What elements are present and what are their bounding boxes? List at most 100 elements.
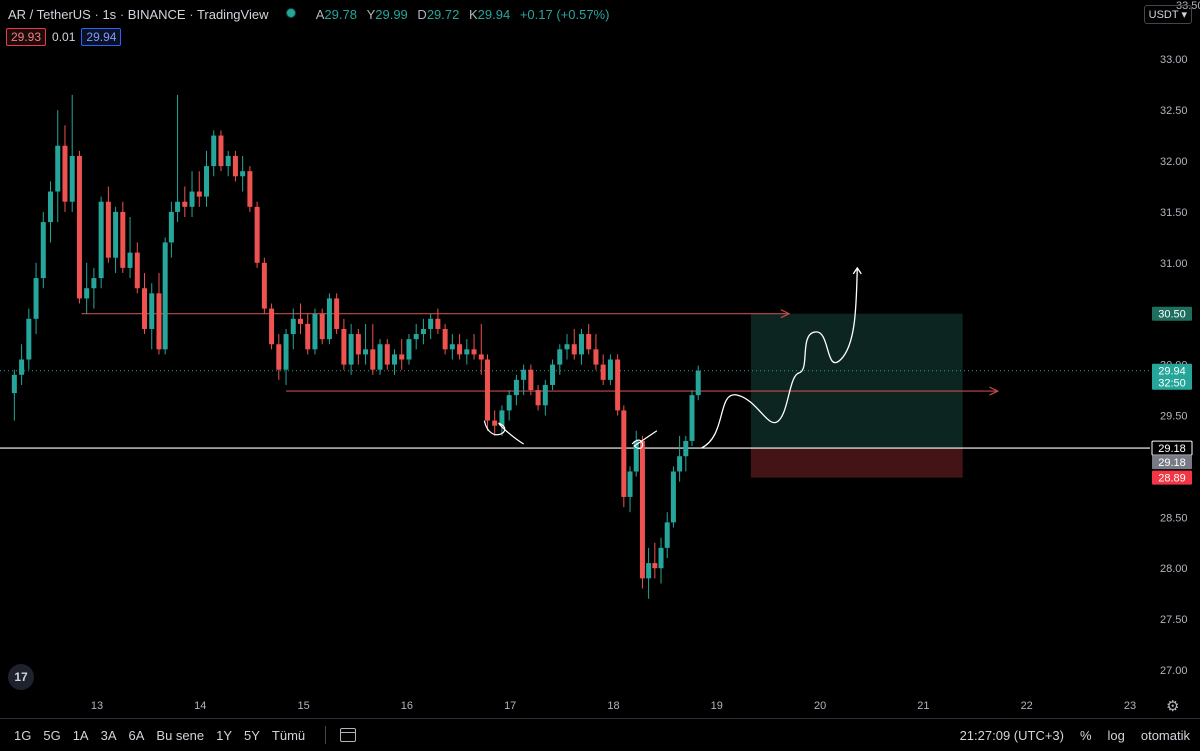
range-5g[interactable]: 5G [43,727,61,743]
range-1y[interactable]: 1Y [216,727,233,743]
time-tick-label: 16 [401,700,413,712]
range-3a[interactable]: 3A [100,727,117,743]
percent-toggle[interactable]: % [1079,727,1092,743]
bid-price[interactable]: 29.93 [6,28,47,46]
candle-body [218,135,224,167]
target-price-tag: 30.50 [1158,309,1186,321]
candle-body [84,288,90,299]
candle-body [105,201,111,258]
price-chart[interactable]: 33.0032.5032.0031.5031.0030.5030.0029.50… [0,0,1200,718]
countdown-tag-bg [1152,375,1192,390]
candle-body [11,374,17,394]
price-tick-label: 28.00 [1160,563,1188,575]
candle-body [182,201,188,207]
currency-selector[interactable]: USDT ▾ [1143,5,1192,24]
candle-body [571,344,577,355]
candle-body [203,166,209,197]
time-tick-label: 13 [91,700,103,712]
entry-price-tag-bg [1152,455,1192,470]
resistance-arrowhead [780,309,791,319]
candle-body [652,563,658,569]
time-tick-label: 17 [504,700,516,712]
ask-price[interactable]: 29.94 [81,28,122,46]
candle-body [484,359,490,421]
low-key: D [417,7,427,22]
open-value: 29.78 [324,7,357,22]
candle-body [127,252,133,268]
divider [325,726,327,744]
close-key: K [468,7,478,22]
candle-body [449,344,455,350]
breakdown-mark [483,420,524,445]
candle-body [513,379,519,396]
candle-body [578,334,584,355]
candle-body [683,440,689,457]
candle-body [528,369,534,391]
range-all[interactable]: Tümü [271,727,306,743]
exchange-label: BINANCE [127,7,186,22]
candle-body [384,344,390,365]
projection-path [701,267,858,449]
candle-body [535,390,541,406]
candle-body [600,364,606,380]
candle-body [664,522,670,548]
auto-scale-toggle[interactable]: otomatik [1140,727,1190,743]
time-tick-label: 23 [1124,700,1136,712]
tradingview-logo[interactable]: 17 [8,664,34,690]
candle-body [564,344,570,350]
candle-body [33,278,39,319]
settings-gear-icon[interactable]: ⚙ [1166,698,1180,715]
price-tick-label: 27.00 [1160,665,1188,677]
range-ytd[interactable]: Bu sene [156,727,205,743]
low-value: 29.72 [426,7,460,22]
range-1g[interactable]: 1G [14,727,32,743]
time-tick-label: 18 [607,700,619,712]
clock[interactable]: 21:27:09 (UTC+3) [959,727,1064,743]
candle-body [134,252,140,289]
time-tick-label: 22 [1021,700,1033,712]
candle-body [435,318,441,329]
candle-body [19,359,25,375]
candle-body [40,222,46,279]
candle-body [406,339,412,360]
symbol-name[interactable]: AR / TetherUS [8,7,91,22]
range-6a[interactable]: 6A [128,727,145,743]
time-tick-label: 19 [711,700,723,712]
open-key: A [315,7,325,22]
log-toggle[interactable]: log [1107,727,1125,743]
projection-arrowhead [852,266,862,275]
candle-body [392,354,398,365]
candle-body [247,171,253,207]
candle-body [689,395,695,441]
candle-body [113,211,119,258]
candle-body [670,471,676,523]
candle-body [478,354,484,360]
candle-body [48,191,54,223]
last-price-tag-bg [1152,363,1192,378]
change-value: +0.17 (+0.57%) [519,7,610,22]
calendar-icon[interactable] [340,728,357,742]
range-5y[interactable]: 5Y [244,727,260,743]
platform-label: TradingView [196,7,269,22]
candle-body [189,191,195,207]
candle-body [261,262,267,309]
target-price-tag-bg [1152,306,1192,321]
candle-body [69,155,75,202]
candle-body [298,318,304,324]
candle-body [428,318,434,329]
candle-body [627,471,633,497]
candle-body [677,456,683,472]
separator-dot: · [189,7,194,22]
candle-body [196,191,202,197]
interval-label[interactable]: 1s [102,7,117,22]
range-1a[interactable]: 1A [72,727,89,743]
candle-body [175,201,181,212]
stop-price-tag-bg [1152,470,1192,485]
candle-body [120,211,126,268]
candle-body [586,334,592,350]
candle-body [211,135,217,167]
candle-body [168,211,174,243]
candle-body [471,349,477,355]
candle-body [658,547,664,569]
price-tick-label: 31.50 [1160,207,1188,219]
